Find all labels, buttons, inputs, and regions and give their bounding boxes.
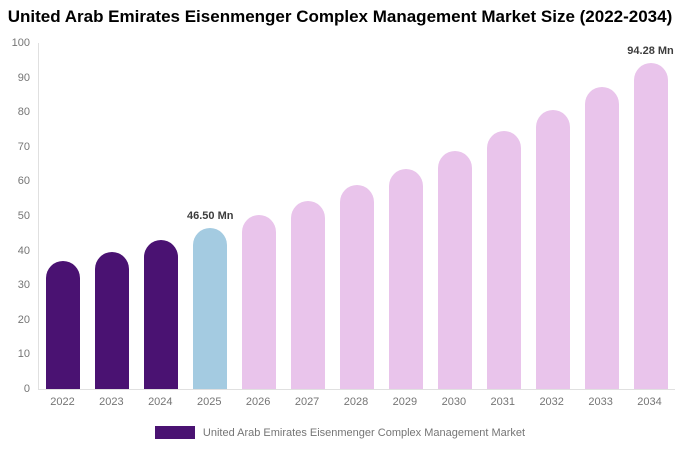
bar-2025 — [193, 228, 228, 389]
bar-2024 — [144, 240, 179, 389]
y-axis: 0 10 20 30 40 50 60 70 80 90 100 — [0, 37, 30, 395]
bar-2022 — [46, 261, 81, 389]
bar-2027 — [291, 200, 326, 389]
x-axis: 2022 2023 2024 2025 2026 2027 2028 2029 2030 2031… — [38, 396, 674, 408]
y-tick-label: 80 — [17, 106, 30, 119]
y-tick-label: 100 — [11, 37, 30, 49]
bar-2028 — [339, 185, 374, 389]
x-tick-label-2033: 2033 — [588, 396, 613, 408]
legend-swatch — [154, 426, 195, 439]
x-tick-label-2027: 2027 — [294, 396, 320, 408]
x-tick-label-2022: 2022 — [50, 396, 75, 408]
chart-title: United Arab Emirates Eisenmenger Complex… — [7, 7, 673, 26]
y-tick-label: 90 — [17, 71, 30, 84]
x-tick-label-2034: 2034 — [637, 396, 662, 408]
bar-cell-2034: 94.28 Mn — [626, 43, 675, 389]
y-tick-label: 70 — [17, 140, 30, 153]
bar-value-label-2025: 46.50 Mn — [186, 210, 234, 223]
y-tick-label: 0 — [23, 383, 30, 395]
bar-cell-2033 — [577, 43, 626, 389]
bar-cell-2030 — [430, 43, 479, 389]
x-tick-label-2026: 2026 — [245, 396, 271, 408]
y-tick-label: 50 — [17, 210, 30, 222]
bar-2029 — [388, 168, 423, 389]
x-tick-label-2029: 2029 — [392, 396, 418, 408]
bar-2030 — [437, 150, 472, 389]
x-tick-label-2032: 2032 — [539, 396, 564, 408]
bar-2033 — [584, 87, 619, 389]
x-tick-label-2024: 2024 — [148, 396, 173, 408]
bar-cell-2026 — [235, 43, 284, 389]
bar-cell-2027 — [284, 43, 333, 389]
y-tick-label: 30 — [17, 279, 30, 292]
x-tick-label-2030: 2030 — [441, 396, 467, 408]
bar-cell-2024 — [137, 43, 186, 389]
bar-cell-2029 — [381, 43, 430, 389]
bar-cell-2028 — [333, 43, 382, 389]
bar-cell-2031 — [479, 43, 528, 389]
bar-cell-2032 — [528, 43, 577, 389]
bar-cell-2025: 46.50 Mn — [186, 43, 235, 389]
x-tick-label-2028: 2028 — [343, 396, 369, 408]
legend: United Arab Emirates Eisenmenger Complex… — [0, 426, 680, 439]
x-tick-label-2025: 2025 — [196, 396, 222, 408]
x-tick-label-2031: 2031 — [490, 396, 515, 408]
bar-value-label-2034: 94.28 Mn — [627, 44, 674, 57]
y-tick-label: 60 — [17, 175, 30, 188]
bar-2026 — [242, 214, 277, 389]
y-tick-label: 40 — [17, 244, 30, 257]
bar-cell-2022 — [39, 43, 88, 389]
legend-label: United Arab Emirates Eisenmenger Complex… — [202, 426, 526, 439]
bar-2031 — [486, 131, 521, 389]
plot-area: 46.50 Mn 94.28 Mn — [38, 43, 675, 390]
bar-2023 — [95, 251, 130, 389]
bar-2034 — [633, 62, 668, 389]
bar-cell-2023 — [88, 43, 137, 389]
y-tick-label: 20 — [17, 313, 30, 326]
bar-2032 — [535, 110, 570, 389]
x-tick-label-2023: 2023 — [99, 396, 124, 408]
y-tick-label: 10 — [17, 348, 30, 361]
